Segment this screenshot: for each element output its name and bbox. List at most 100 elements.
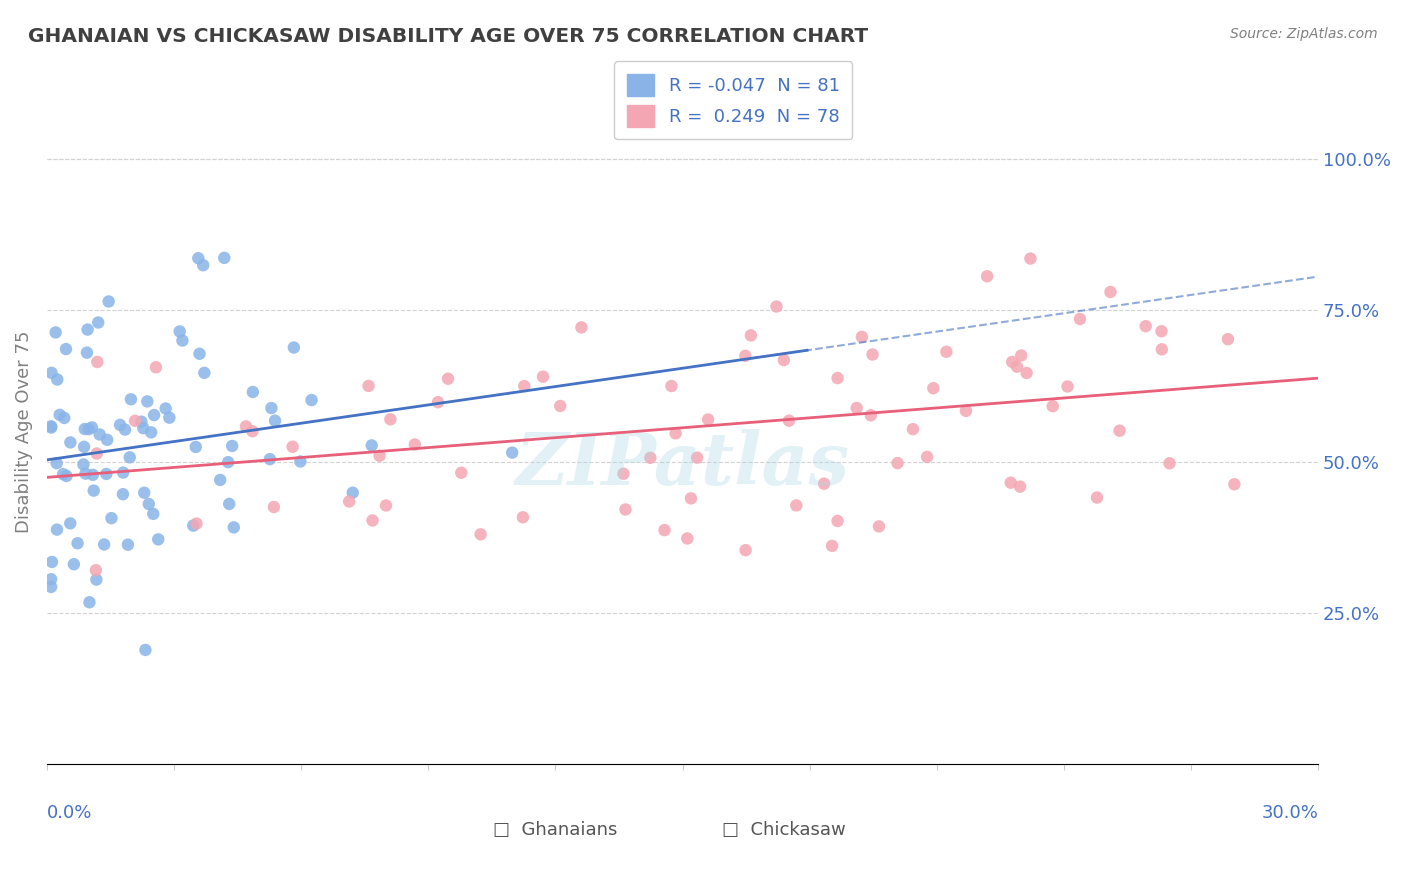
Ghanaians: [77, 422, 100, 436]
Legend: R = -0.047  N = 81, R =  0.249  N = 78: R = -0.047 N = 81, R = 0.249 N = 78: [614, 61, 852, 139]
Chickasaw: [922, 381, 945, 395]
Ghanaians: [193, 366, 215, 380]
Ghanaians: [214, 251, 236, 265]
Ghanaians: [114, 423, 136, 437]
Chickasaw: [778, 414, 800, 428]
Chickasaw: [654, 523, 676, 537]
Y-axis label: Disability Age Over 75: Disability Age Over 75: [15, 330, 32, 533]
Chickasaw: [548, 399, 571, 413]
Chickasaw: [186, 516, 208, 531]
Chickasaw: [1150, 343, 1173, 357]
Ghanaians: [157, 410, 180, 425]
Chickasaw: [772, 353, 794, 368]
Ghanaians: [134, 643, 156, 657]
Ghanaians: [181, 518, 204, 533]
Text: □  Ghanaians: □ Ghanaians: [494, 821, 617, 838]
Ghanaians: [55, 342, 77, 356]
Chickasaw: [1099, 285, 1122, 299]
Ghanaians: [260, 401, 283, 415]
Ghanaians: [75, 467, 97, 481]
Chickasaw: [281, 440, 304, 454]
Chickasaw: [1223, 477, 1246, 491]
Chickasaw: [1108, 424, 1130, 438]
Ghanaians: [79, 595, 101, 609]
Chickasaw: [404, 437, 426, 451]
Chickasaw: [640, 450, 662, 465]
Chickasaw: [1000, 475, 1022, 490]
Ghanaians: [117, 538, 139, 552]
Ghanaians: [222, 520, 245, 534]
Chickasaw: [86, 355, 108, 369]
Ghanaians: [89, 427, 111, 442]
Chickasaw: [368, 449, 391, 463]
Ghanaians: [39, 580, 62, 594]
Chickasaw: [84, 563, 107, 577]
Chickasaw: [734, 349, 756, 363]
Ghanaians: [39, 572, 62, 586]
Ghanaians: [76, 345, 98, 359]
Ghanaians: [283, 341, 305, 355]
Ghanaians: [46, 372, 69, 386]
Ghanaians: [45, 326, 67, 340]
Chickasaw: [740, 328, 762, 343]
Chickasaw: [901, 422, 924, 436]
Chickasaw: [1135, 319, 1157, 334]
Ghanaians: [80, 420, 103, 434]
Chickasaw: [734, 543, 756, 558]
Ghanaians: [45, 523, 67, 537]
Chickasaw: [614, 502, 637, 516]
Ghanaians: [172, 334, 194, 348]
Chickasaw: [531, 369, 554, 384]
Chickasaw: [427, 395, 450, 409]
Ghanaians: [41, 366, 63, 380]
Ghanaians: [188, 347, 211, 361]
Ghanaians: [136, 394, 159, 409]
Ghanaians: [141, 425, 163, 440]
Ghanaians: [53, 411, 76, 425]
Ghanaians: [87, 316, 110, 330]
Chickasaw: [676, 532, 699, 546]
Chickasaw: [827, 371, 849, 385]
Chickasaw: [1159, 456, 1181, 470]
Chickasaw: [1010, 349, 1032, 363]
Chickasaw: [1216, 332, 1239, 346]
Chickasaw: [679, 491, 702, 506]
Ghanaians: [155, 401, 177, 416]
Chickasaw: [470, 527, 492, 541]
Chickasaw: [145, 360, 167, 375]
Ghanaians: [96, 467, 118, 481]
Chickasaw: [915, 450, 938, 464]
Ghanaians: [501, 445, 523, 459]
Chickasaw: [859, 409, 882, 423]
Chickasaw: [263, 500, 285, 514]
Ghanaians: [108, 417, 131, 432]
Chickasaw: [437, 372, 460, 386]
Chickasaw: [661, 379, 683, 393]
Ghanaians: [82, 467, 104, 482]
Chickasaw: [935, 344, 957, 359]
Chickasaw: [513, 379, 536, 393]
Ghanaians: [138, 497, 160, 511]
Ghanaians: [184, 440, 207, 454]
Chickasaw: [1019, 252, 1042, 266]
Chickasaw: [242, 424, 264, 438]
Ghanaians: [96, 433, 118, 447]
Chickasaw: [851, 330, 873, 344]
Ghanaians: [48, 408, 70, 422]
Ghanaians: [76, 322, 98, 336]
Ghanaians: [342, 485, 364, 500]
Chickasaw: [886, 456, 908, 470]
Ghanaians: [45, 456, 67, 470]
Chickasaw: [86, 446, 108, 460]
Ghanaians: [134, 485, 156, 500]
Chickasaw: [665, 426, 688, 441]
Ghanaians: [97, 294, 120, 309]
Ghanaians: [142, 507, 165, 521]
Chickasaw: [357, 379, 380, 393]
Text: □  Chickasaw: □ Chickasaw: [723, 821, 846, 838]
Ghanaians: [39, 419, 62, 434]
Chickasaw: [337, 494, 360, 508]
Ghanaians: [120, 392, 142, 407]
Chickasaw: [512, 510, 534, 524]
Chickasaw: [976, 269, 998, 284]
